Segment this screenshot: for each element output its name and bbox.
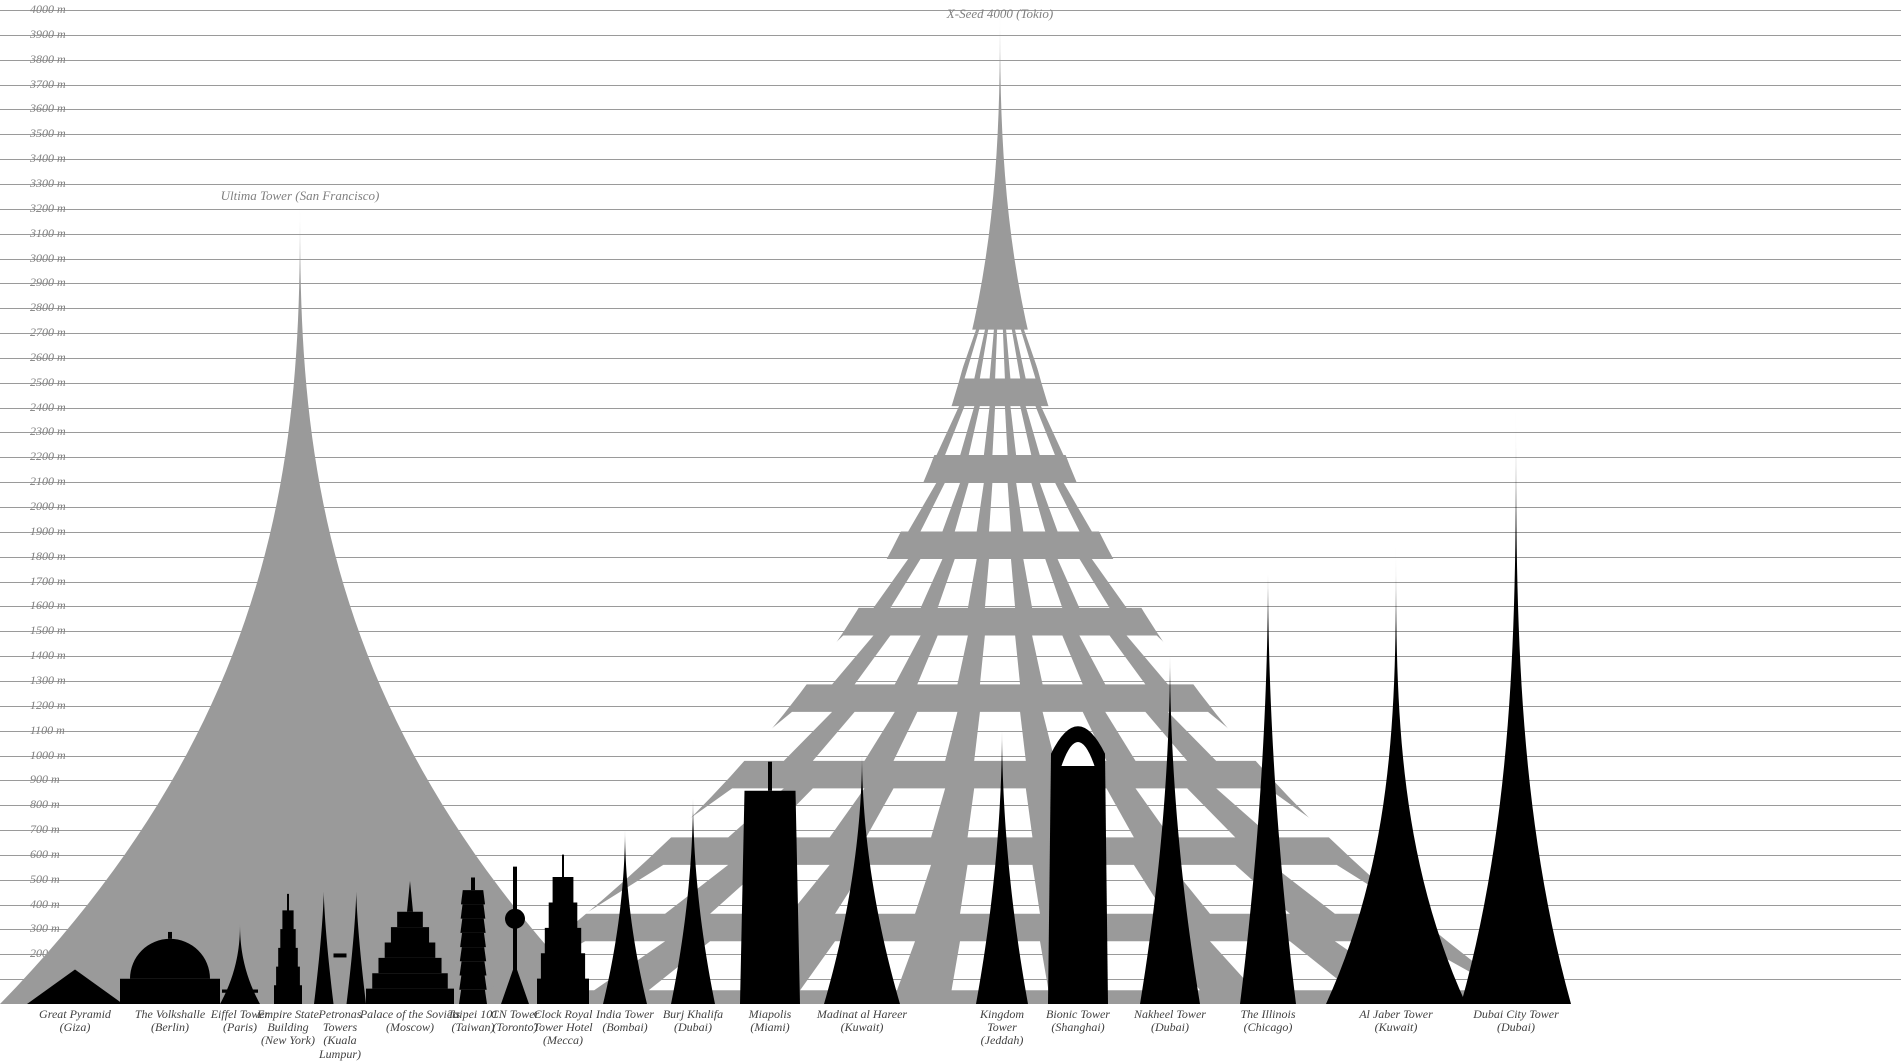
bg-structure-label: Ultima Tower (San Francisco) (221, 188, 380, 204)
building-label: Clock Royal Tower Hotel(Mecca) (531, 1008, 595, 1048)
building-location: (Kuwait) (1375, 1020, 1418, 1034)
building-location: (Jeddah) (981, 1033, 1024, 1047)
building-location: (Giza) (60, 1020, 91, 1034)
building-location: (New York) (261, 1033, 315, 1047)
building-label: India Tower(Bombai) (593, 1008, 657, 1034)
building-location: (Berlin) (151, 1020, 189, 1034)
building-location: (Mecca) (543, 1033, 583, 1047)
building-label: The Illinois(Chicago) (1234, 1008, 1301, 1034)
building-taipei (459, 878, 487, 1004)
building-location: (Miami) (750, 1020, 789, 1034)
building-label: Nakheel Tower(Dubai) (1134, 1008, 1206, 1034)
building-name: Burj Khalifa (663, 1007, 723, 1021)
building-name: Petronas Towers (319, 1007, 362, 1034)
building-location: (Kuwait) (841, 1020, 884, 1034)
building-location: (Kuala Lumpur) (319, 1033, 361, 1060)
building-label: Bionic Tower(Shanghai) (1042, 1008, 1114, 1034)
building-name: Great Pyramid (39, 1007, 111, 1021)
building-name: The Volkshalle (135, 1007, 205, 1021)
building-label: Kingdom Tower(Jeddah) (970, 1008, 1034, 1048)
building-location: (Dubai) (674, 1020, 712, 1034)
building-name: Miapolis (749, 1007, 792, 1021)
building-label: Burj Khalifa(Dubai) (661, 1008, 725, 1034)
building-name: Al Jaber Tower (1359, 1007, 1433, 1021)
building-location: (Bombai) (602, 1020, 647, 1034)
building-name: Clock Royal Tower Hotel (533, 1007, 592, 1034)
building-label: Madinat al Hareer(Kuwait) (816, 1008, 907, 1034)
building-location: (Moscow) (386, 1020, 434, 1034)
chart-container: 100 m200 m300 m400 m500 m600 m700 m800 m… (0, 0, 1901, 1052)
building-miapolis (740, 762, 800, 1004)
building-clockroyal (537, 855, 589, 1004)
building-dubaicity (1461, 408, 1571, 1004)
building-name: India Tower (596, 1007, 654, 1021)
building-bionic (1048, 726, 1108, 1004)
building-name: Kingdom Tower (980, 1007, 1024, 1034)
building-location: (Dubai) (1497, 1020, 1535, 1034)
building-label: Dubai City Tower(Dubai) (1450, 1008, 1582, 1034)
silhouette-layer (0, 0, 1901, 1052)
building-name: Bionic Tower (1046, 1007, 1110, 1021)
building-location: (Dubai) (1151, 1020, 1189, 1034)
building-name: Nakheel Tower (1134, 1007, 1206, 1021)
building-label: Miapolis(Miami) (734, 1008, 806, 1034)
building-location: (Chicago) (1244, 1020, 1293, 1034)
building-name: The Illinois (1240, 1007, 1295, 1021)
bg-structure-ultima (0, 204, 600, 1004)
building-name: Dubai City Tower (1473, 1007, 1559, 1021)
building-name: Madinat al Hareer (817, 1007, 907, 1021)
bg-structure-label: X-Seed 4000 (Tokio) (947, 6, 1053, 22)
building-location: (Shanghai) (1051, 1020, 1104, 1034)
building-location: (Paris) (223, 1020, 257, 1034)
